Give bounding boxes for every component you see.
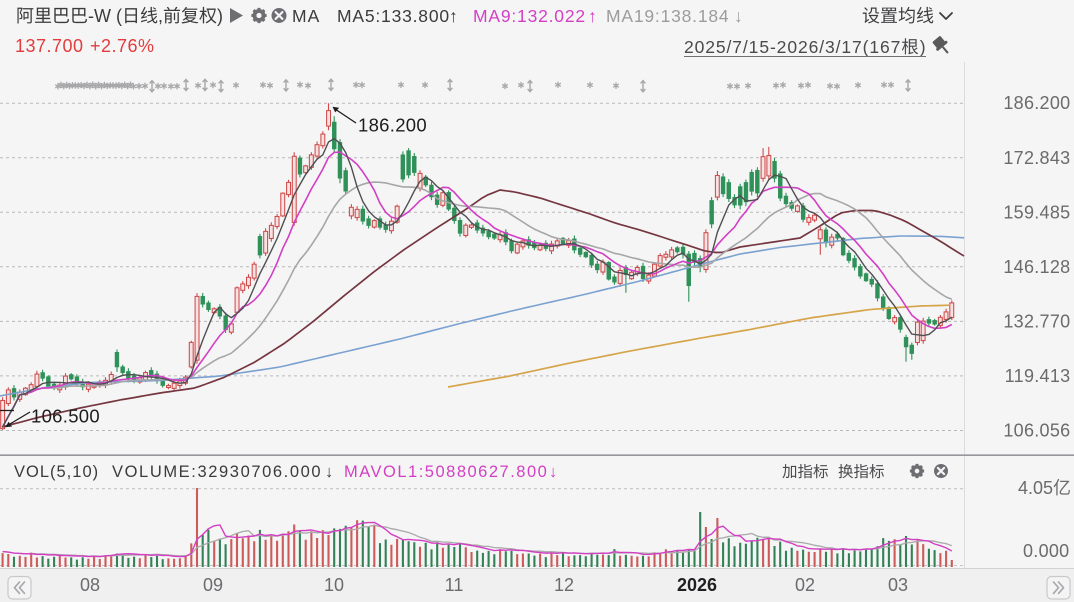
svg-text:172.843: 172.843	[1003, 148, 1070, 168]
svg-text:2026: 2026	[677, 575, 717, 595]
svg-text:-W (: -W (	[88, 6, 122, 26]
svg-text:): )	[920, 37, 927, 57]
svg-text:MA9:132.022: MA9:132.022	[473, 6, 586, 26]
svg-text:186.200: 186.200	[358, 115, 427, 136]
svg-text:↓: ↓	[734, 6, 743, 26]
svg-text:MA19:138.184: MA19:138.184	[606, 6, 729, 26]
svg-text:↓: ↓	[325, 463, 333, 481]
svg-text:MA: MA	[292, 6, 320, 26]
svg-text:146.128: 146.128	[1003, 257, 1070, 277]
svg-text:12: 12	[554, 575, 574, 595]
svg-text:↑: ↑	[449, 6, 458, 26]
svg-text:VOL(5,10): VOL(5,10)	[14, 463, 99, 481]
svg-text:106.056: 106.056	[1003, 421, 1070, 441]
svg-text:09: 09	[203, 575, 223, 595]
svg-text:03: 03	[888, 575, 908, 595]
svg-text:02: 02	[795, 575, 815, 595]
svg-text:+2.76%: +2.76%	[90, 36, 155, 56]
svg-text:): )	[217, 6, 223, 26]
svg-text:MA5:133.800: MA5:133.800	[337, 6, 450, 26]
svg-text:↑: ↑	[588, 6, 597, 26]
svg-text:11: 11	[445, 575, 464, 595]
svg-text:2025/7/15-2026/3/17(167: 2025/7/15-2026/3/17(167	[684, 37, 901, 57]
svg-text:4.05: 4.05	[1018, 478, 1053, 498]
svg-text:106.500: 106.500	[31, 406, 100, 427]
svg-text:159.485: 159.485	[1003, 202, 1070, 222]
svg-text:119.413: 119.413	[1005, 366, 1071, 386]
svg-text:186.200: 186.200	[1003, 93, 1070, 113]
svg-text:↓: ↓	[549, 463, 557, 481]
svg-text:137.700: 137.700	[15, 36, 84, 56]
svg-text:0.000: 0.000	[1023, 541, 1070, 561]
svg-text:10: 10	[324, 575, 344, 595]
svg-text:VOLUME:32930706.000: VOLUME:32930706.000	[112, 463, 322, 481]
svg-text:132.770: 132.770	[1003, 311, 1070, 331]
svg-text:MAVOL1:50880627.800: MAVOL1:50880627.800	[344, 463, 548, 481]
svg-text:,: ,	[158, 6, 163, 26]
svg-text:08: 08	[80, 575, 100, 595]
